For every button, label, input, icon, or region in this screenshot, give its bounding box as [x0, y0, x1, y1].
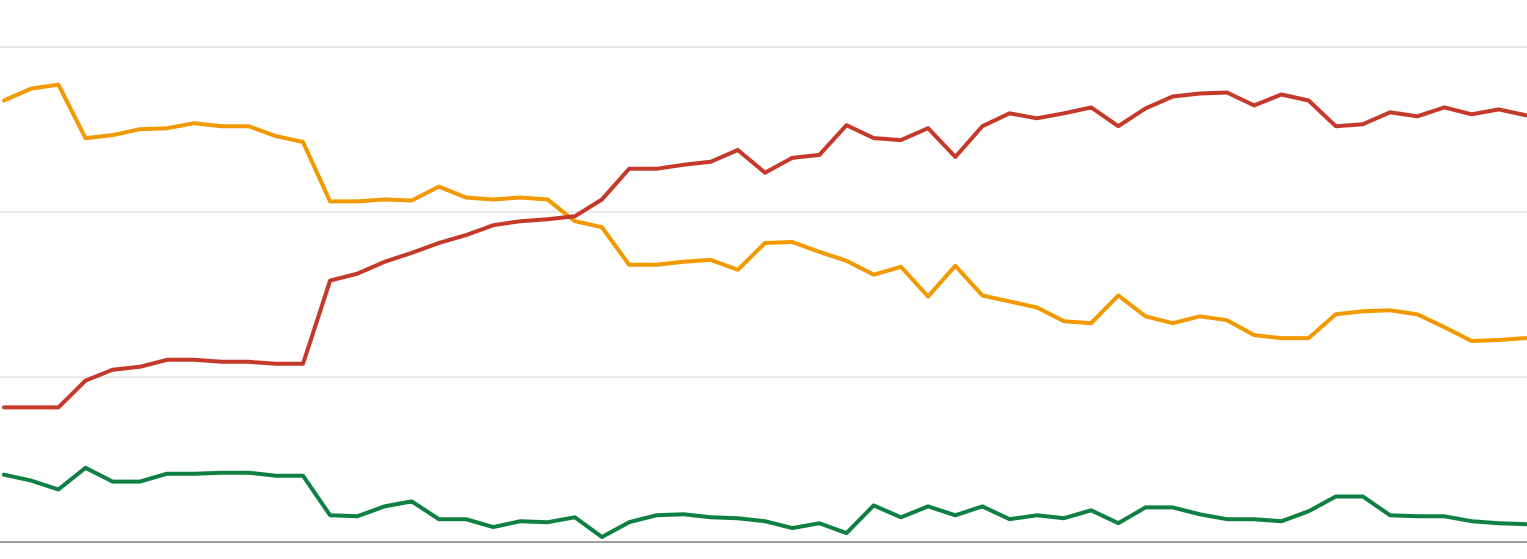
series-line-1 [2, 82, 1527, 343]
gridlines [0, 46, 1527, 379]
series-line-2 [2, 90, 1527, 410]
series-lines [2, 82, 1527, 539]
series-line-3 [2, 465, 1527, 539]
